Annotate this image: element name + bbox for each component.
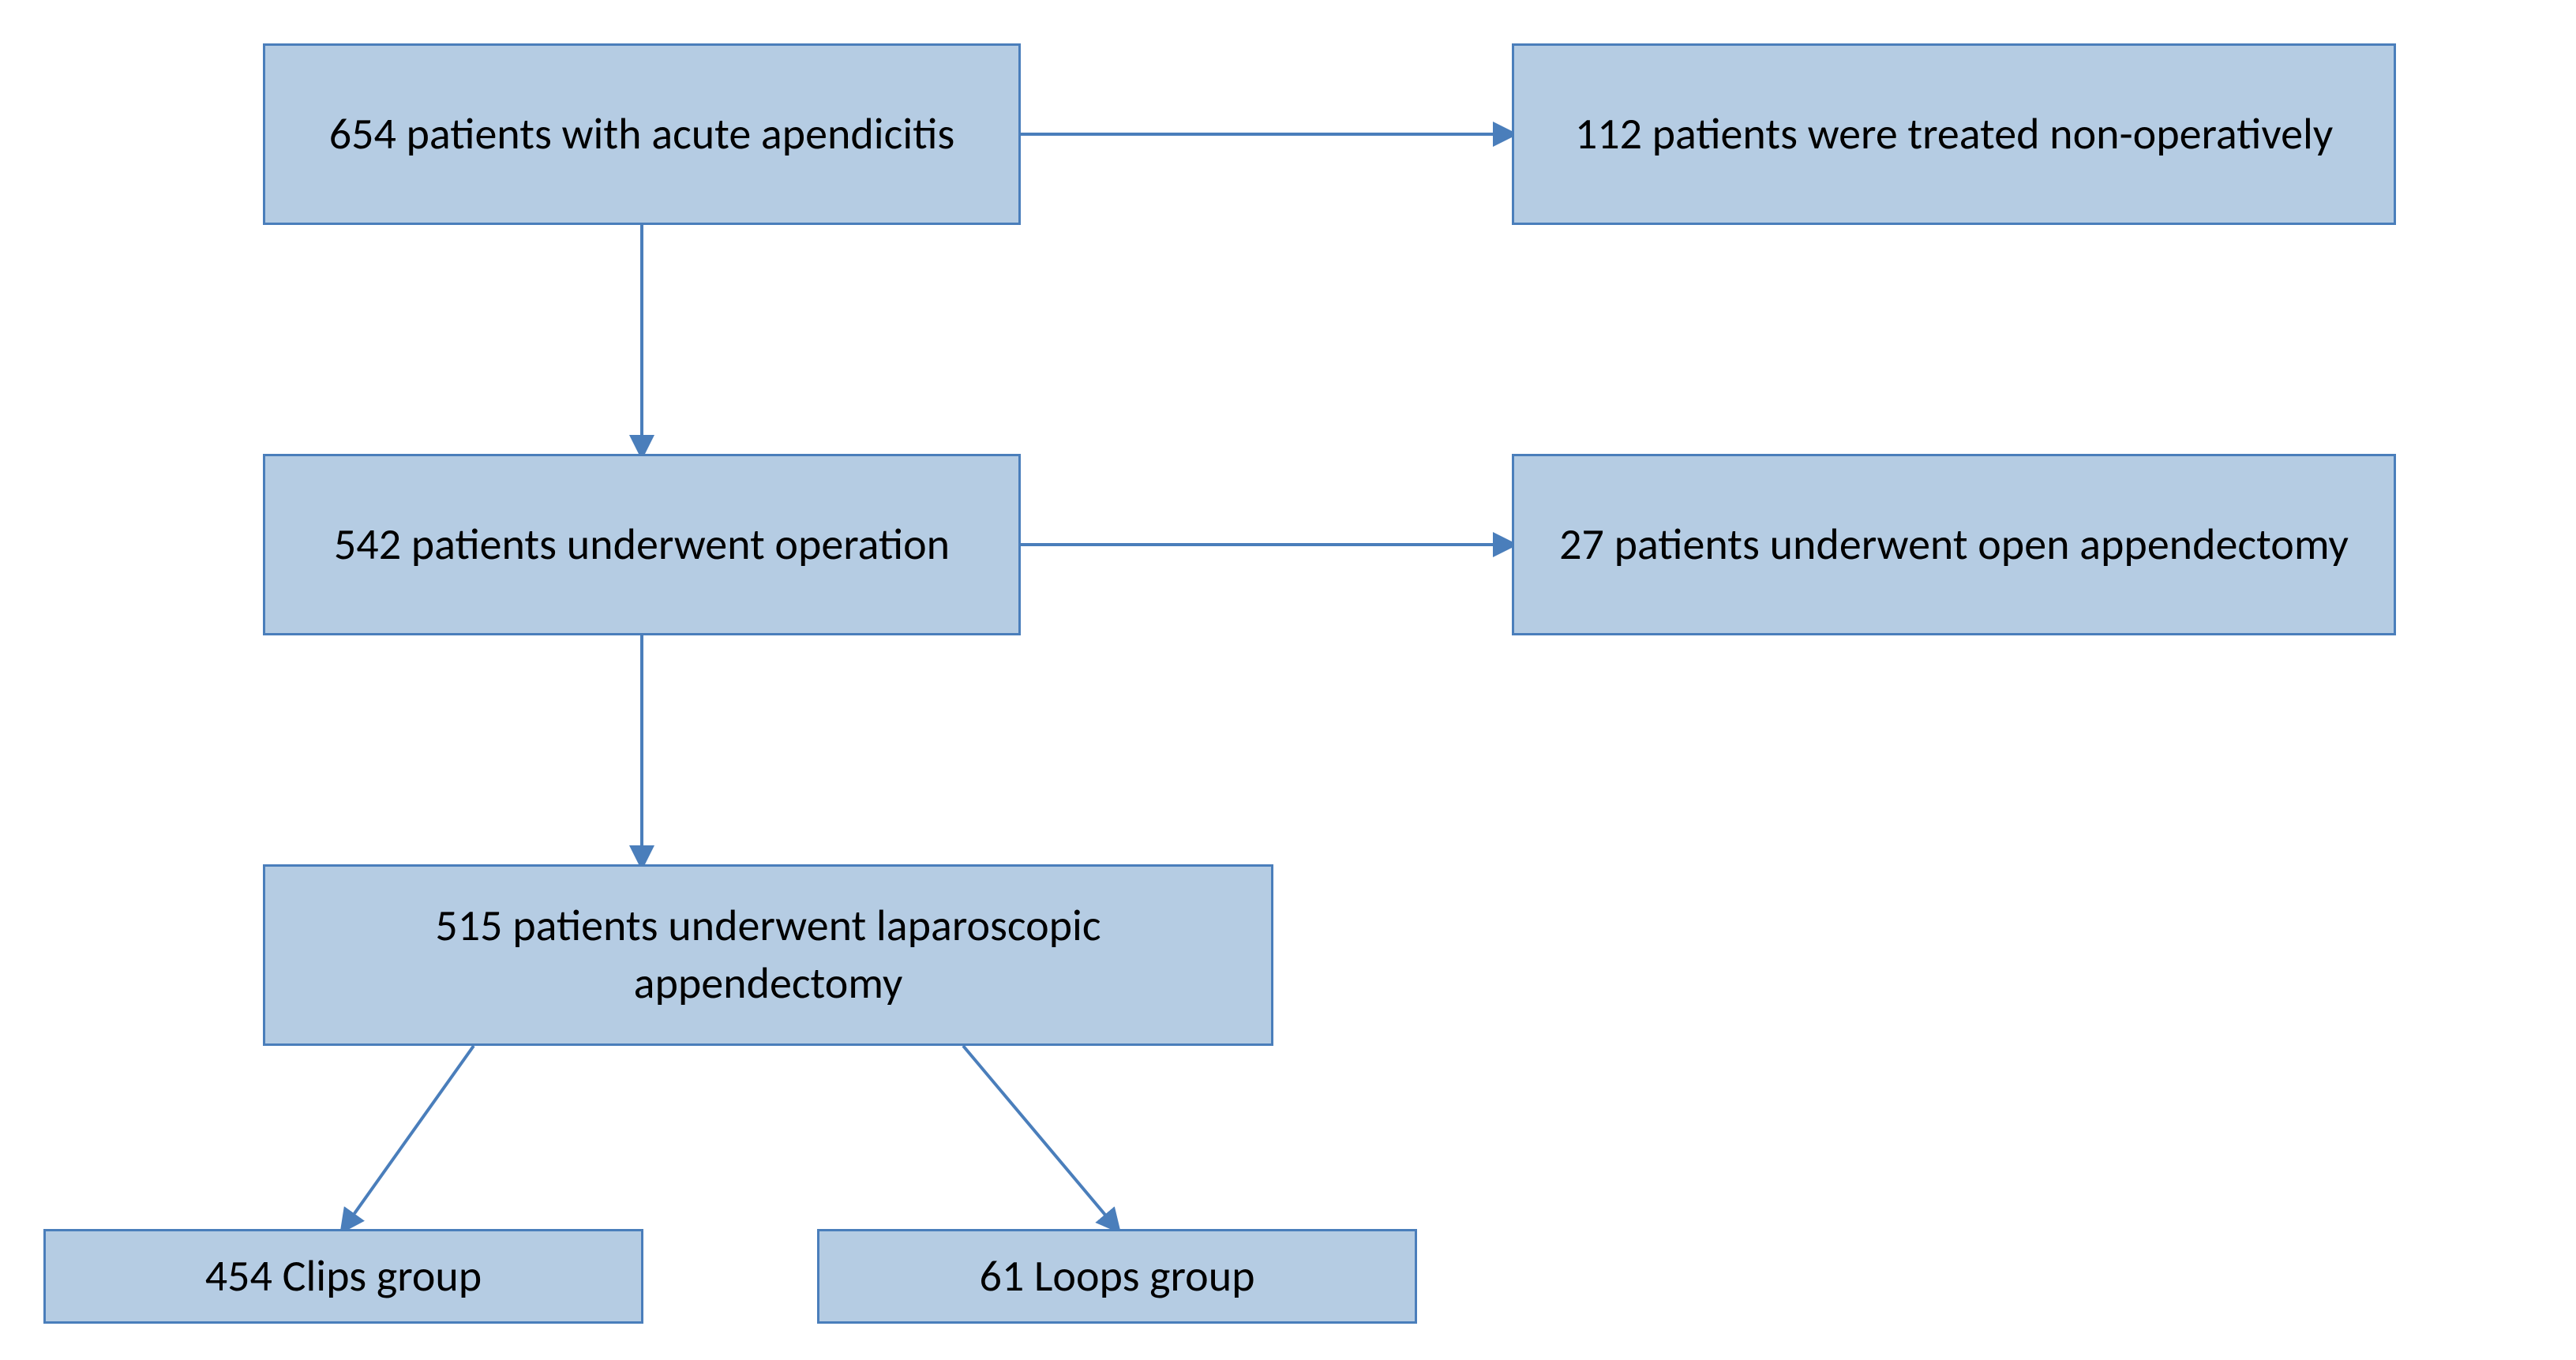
flowchart-node-n3: 542 patients underwent operation: [263, 454, 1021, 635]
flowchart-node-n6: 454 Clips group: [43, 1229, 643, 1324]
edge-n5-n6: [343, 1046, 474, 1229]
flowchart-node-n7: 61 Loops group: [817, 1229, 1417, 1324]
flowchart-node-n4: 27 patients underwent open appendectomy: [1512, 454, 2396, 635]
edge-n5-n7: [963, 1046, 1117, 1229]
edges-group: [343, 134, 1512, 1229]
flowchart-node-n1: 654 patients with acute apendicitis: [263, 43, 1021, 225]
flowchart-node-n2: 112 patients were treated non-operativel…: [1512, 43, 2396, 225]
flowchart-node-n5: 515 patients underwent laparoscopic appe…: [263, 864, 1273, 1046]
